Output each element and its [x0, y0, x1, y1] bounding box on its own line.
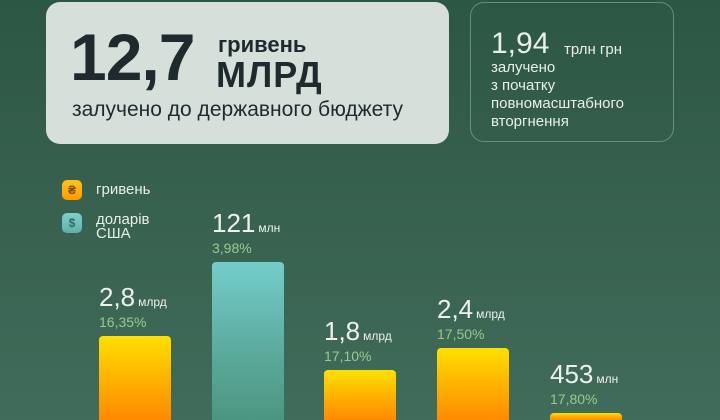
legend-label-uah: гривень — [96, 181, 151, 198]
bar-percent-2: 3,98% — [212, 240, 252, 256]
bar-4 — [437, 348, 509, 420]
since-invasion-unit: трлн грн — [564, 41, 623, 58]
total-value: 12,7 — [70, 20, 195, 94]
total-caption: залучено до державного бюджету — [72, 98, 403, 121]
bar-label-5: 453 млн 17,80% — [550, 359, 619, 407]
bar-label-3: 1,8 млрд 17,10% — [324, 316, 392, 364]
since-invasion-caption: залучено з початку повномасштабного втор… — [491, 59, 624, 130]
since-invasion-value: 1,94 — [491, 27, 550, 60]
dollar-icon: $ — [62, 213, 82, 233]
bar-percent-5: 17,80% — [550, 391, 598, 407]
total-magnitude: МЛРД — [216, 54, 323, 95]
bar-5 — [550, 413, 622, 420]
legend-item-usd: $ доларів США — [62, 211, 150, 242]
since-invasion-card: 1,94 трлн грн залучено з початку повнома… — [470, 2, 674, 142]
bar-3 — [324, 370, 396, 420]
bar-percent-3: 17,10% — [324, 348, 372, 364]
hryvnia-icon: ₴ — [62, 180, 82, 200]
bar-label-4: 2,4 млрд 17,50% — [437, 294, 505, 342]
total-card: 12,7 гривень МЛРД залучено до державного… — [46, 2, 449, 144]
bar-percent-1: 16,35% — [99, 314, 147, 330]
bar-percent-4: 17,50% — [437, 326, 485, 342]
legend-item-uah: ₴ гривень — [62, 180, 150, 200]
legend-label-usd: доларів США — [96, 211, 150, 242]
bar-label-2: 121 млн 3,98% — [212, 208, 281, 256]
total-currency: гривень — [218, 32, 307, 57]
bar-2 — [212, 262, 284, 420]
bar-label-1: 2,8 млрд 16,35% — [99, 282, 167, 330]
bar-1 — [99, 336, 171, 420]
